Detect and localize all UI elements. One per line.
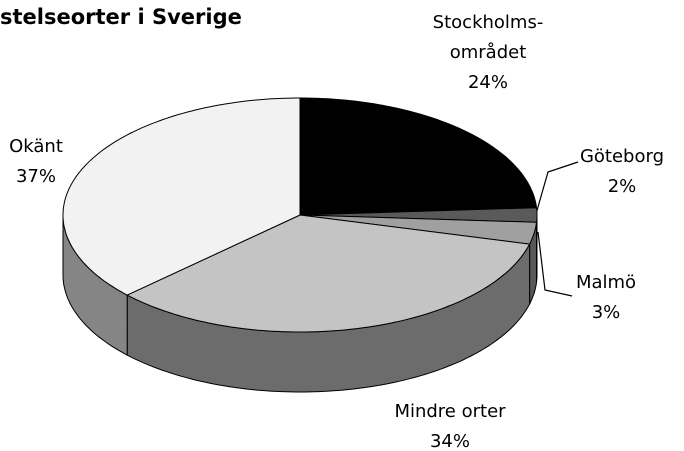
slice-value-label: 2% — [608, 176, 637, 197]
slice-label: Okänt — [9, 136, 63, 157]
slice-value-label: 37% — [16, 166, 56, 187]
slice-value-label: 3% — [592, 302, 621, 323]
pie-slice — [62, 97, 301, 296]
slice-label: Stockholms-området — [433, 12, 544, 63]
leader-line — [537, 231, 573, 297]
slice-label: Göteborg — [580, 146, 664, 167]
pie-slice — [299, 97, 538, 216]
pie-tops — [62, 97, 538, 333]
chart-title: stelseorter i Sverige — [0, 5, 242, 29]
slice-label: Mindre orter — [394, 401, 506, 422]
leader-lines — [535, 161, 579, 297]
slice-value-label: 34% — [430, 431, 470, 451]
slice-value-label: 24% — [468, 72, 508, 93]
slice-label: Malmö — [576, 272, 636, 293]
pie-slice — [126, 214, 531, 333]
pie-slice — [299, 207, 538, 223]
leader-line — [535, 161, 579, 215]
